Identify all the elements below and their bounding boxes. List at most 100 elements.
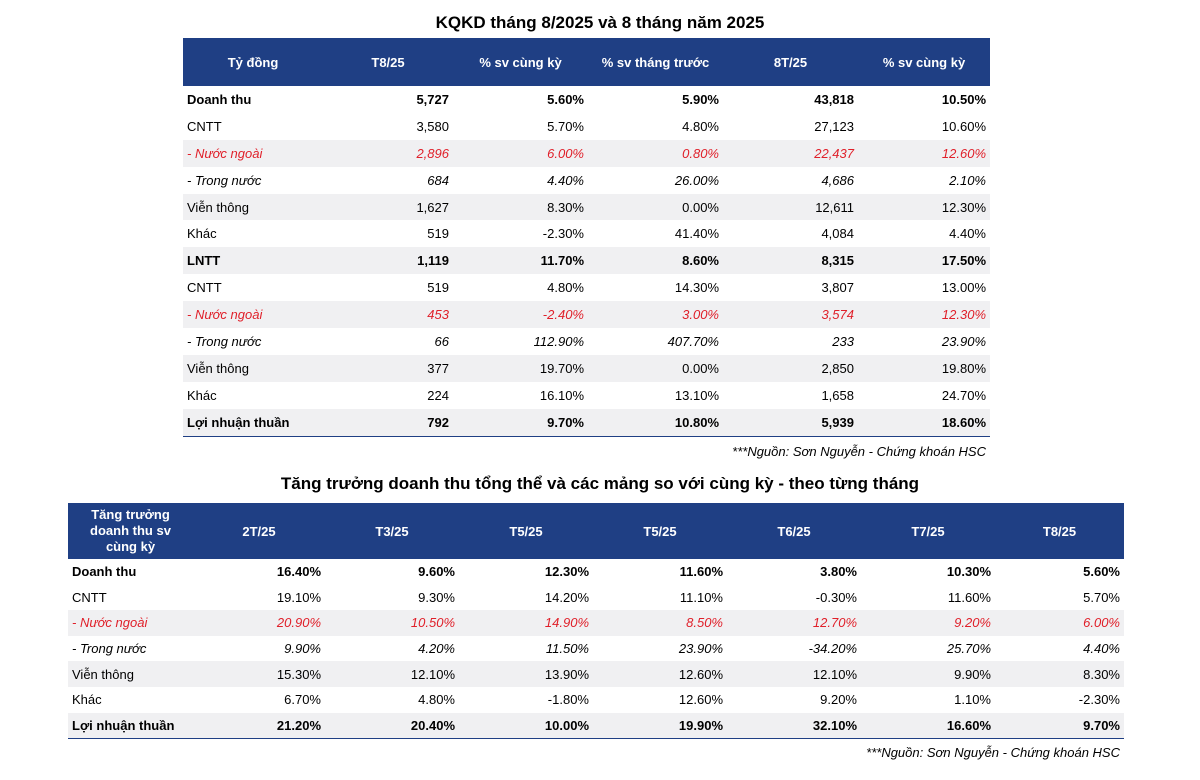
table-cell: 41.40% (674, 226, 719, 242)
table-row: Doanh thu 5,727 5.60% 5.90% 43,818 10.50% (183, 86, 990, 113)
table2-header-t3-25: T3/25 (325, 503, 459, 559)
table-cell: 14.20% (544, 589, 589, 605)
table-cell: 3,807 (821, 280, 854, 296)
table-cell: 9.60% (418, 564, 455, 580)
table-cell: 4.40% (547, 172, 584, 188)
row-label: - Nước ngoài (183, 139, 323, 167)
table-cell: 11.50% (545, 641, 589, 657)
table-row: Doanh thu 16.40% 9.60% 12.30% 11.60% 3.80% 10.… (68, 559, 1124, 585)
table-cell: 43,818 (814, 91, 854, 107)
table-cell: 10.30% (946, 564, 991, 580)
table-cell: 27,123 (814, 118, 854, 134)
table-cell: 12.30% (858, 301, 990, 329)
table1-title: KQKD tháng 8/2025 và 8 tháng năm 2025 (435, 13, 765, 32)
table-cell: 12.10% (727, 661, 861, 687)
table-cell: 9.90% (861, 661, 995, 687)
table2-header-t5-25-a: T5/25 (459, 503, 593, 559)
table-cell: 19.80% (858, 354, 990, 382)
table-cell: 5.70% (1083, 589, 1120, 605)
table-cell: 8.50% (593, 610, 727, 636)
table-cell: 21.20% (193, 712, 325, 740)
row-label: Lợi nhuận thuần (68, 712, 193, 740)
table-row: CNTT 3,580 5.70% 4.80% 27,123 10.60% (183, 113, 990, 140)
table-cell: 9.70% (453, 408, 588, 437)
table-cell: 12.60% (593, 661, 727, 687)
table-row: - Trong nước 684 4.40% 26.00% 4,686 2.10% (183, 167, 990, 194)
table-cell: 3,580 (416, 118, 449, 134)
table-cell: 19.90% (593, 712, 727, 740)
table-cell: 12.60% (858, 139, 990, 167)
row-label: - Trong nước (187, 333, 262, 349)
table-cell: 20.40% (325, 712, 459, 740)
table-cell: 20.90% (193, 610, 325, 636)
row-label: Viễn thông (68, 661, 193, 687)
row-label: - Nước ngoài (183, 301, 323, 329)
table-cell: 12.10% (325, 661, 459, 687)
table1-header-unit: Tỷ đồng (183, 38, 323, 86)
table-cell: 18.60% (858, 408, 990, 437)
row-label: CNTT (187, 280, 222, 296)
table-cell: 9.90% (284, 641, 321, 657)
row-label: Lợi nhuận thuần (183, 408, 323, 437)
table-cell: 8.30% (453, 193, 588, 221)
table-cell: 11.60% (947, 589, 991, 605)
table-cell: 19.70% (453, 354, 588, 382)
table-cell: 12.30% (544, 564, 589, 580)
table-cell: 16.40% (276, 564, 321, 580)
row-label: Doanh thu (187, 91, 252, 107)
table-cell: 1,627 (323, 193, 453, 221)
table1-header-8m-yoy: % sv cùng kỳ (858, 38, 990, 86)
table-cell: 9.30% (418, 589, 455, 605)
table2-header-label: Tăng trưởng doanh thu sv cùng kỳ (68, 503, 193, 559)
table-cell: 12.70% (727, 610, 861, 636)
table-row: CNTT 519 4.80% 14.30% 3,807 13.00% (183, 274, 990, 301)
table-cell: 32.10% (727, 712, 861, 740)
table-row: Viễn thông 15.30% 12.10% 13.90% 12.60% 12.10%… (68, 661, 1124, 687)
table-cell: 12.60% (678, 692, 723, 708)
kqkd-table: Tỷ đồng T8/25 % sv cùng kỳ % sv tháng tr… (183, 38, 990, 437)
row-label: LNTT (183, 247, 323, 275)
table-cell: 24.70% (941, 387, 986, 403)
table-row: Khác 224 16.10% 13.10% 1,658 24.70% (183, 382, 990, 409)
table-cell: -2.40% (453, 301, 588, 329)
row-label: Khác (72, 692, 102, 708)
table2-header-t5-25-b: T5/25 (593, 503, 727, 559)
table-row: Khác 6.70% 4.80% -1.80% 12.60% 9.20% 1.10% -2.3… (68, 687, 1124, 713)
table-cell: 112.90% (533, 333, 584, 349)
row-label: - Nước ngoài (68, 610, 193, 636)
table-cell: -2.30% (1078, 692, 1120, 708)
row-label: CNTT (187, 118, 222, 134)
table-cell: 13.90% (459, 661, 593, 687)
table2-header-t8-25: T8/25 (995, 503, 1124, 559)
table-cell: 6.00% (453, 139, 588, 167)
growth-table: Tăng trưởng doanh thu sv cùng kỳ 2T/25 T… (68, 503, 1124, 740)
table1-header-8m: 8T/25 (723, 38, 858, 86)
table-cell: 9.20% (861, 610, 995, 636)
table1-header-row: Tỷ đồng T8/25 % sv cùng kỳ % sv tháng tr… (183, 38, 990, 86)
table-cell: 23.90% (941, 333, 986, 349)
table1-header-t8: T8/25 (323, 38, 453, 86)
table-cell: 224 (427, 387, 449, 403)
table-row: LNTT 1,119 11.70% 8.60% 8,315 17.50% (183, 247, 990, 275)
table-cell: 1,119 (323, 247, 453, 275)
table-cell: 5.60% (547, 91, 584, 107)
table-row: - Nước ngoài 20.90% 10.50% 14.90% 8.50% 12.70… (68, 610, 1124, 636)
table-cell: 5,727 (416, 91, 449, 107)
table-cell: 10.80% (588, 408, 723, 437)
table-cell: 407.70% (667, 333, 719, 349)
table-cell: 11.10% (679, 589, 723, 605)
table-cell: 23.90% (678, 641, 723, 657)
table-cell: 10.00% (459, 712, 593, 740)
table-cell: 10.60% (941, 118, 986, 134)
table-cell: 8.60% (588, 247, 723, 275)
table-row: Viễn thông 1,627 8.30% 0.00% 12,611 12.30% (183, 193, 990, 221)
table-cell: 3,574 (723, 301, 858, 329)
table-cell: 4.40% (949, 226, 986, 242)
table-row: - Trong nước 9.90% 4.20% 11.50% 23.90% -34.20… (68, 636, 1124, 662)
table-cell: 16.10% (539, 387, 584, 403)
table1-header-mom: % sv tháng trước (588, 38, 723, 86)
table-cell: 1.10% (954, 692, 991, 708)
table-cell: 4.20% (418, 641, 455, 657)
row-label: - Trong nước (72, 641, 147, 657)
table-cell: 4.80% (547, 280, 584, 296)
